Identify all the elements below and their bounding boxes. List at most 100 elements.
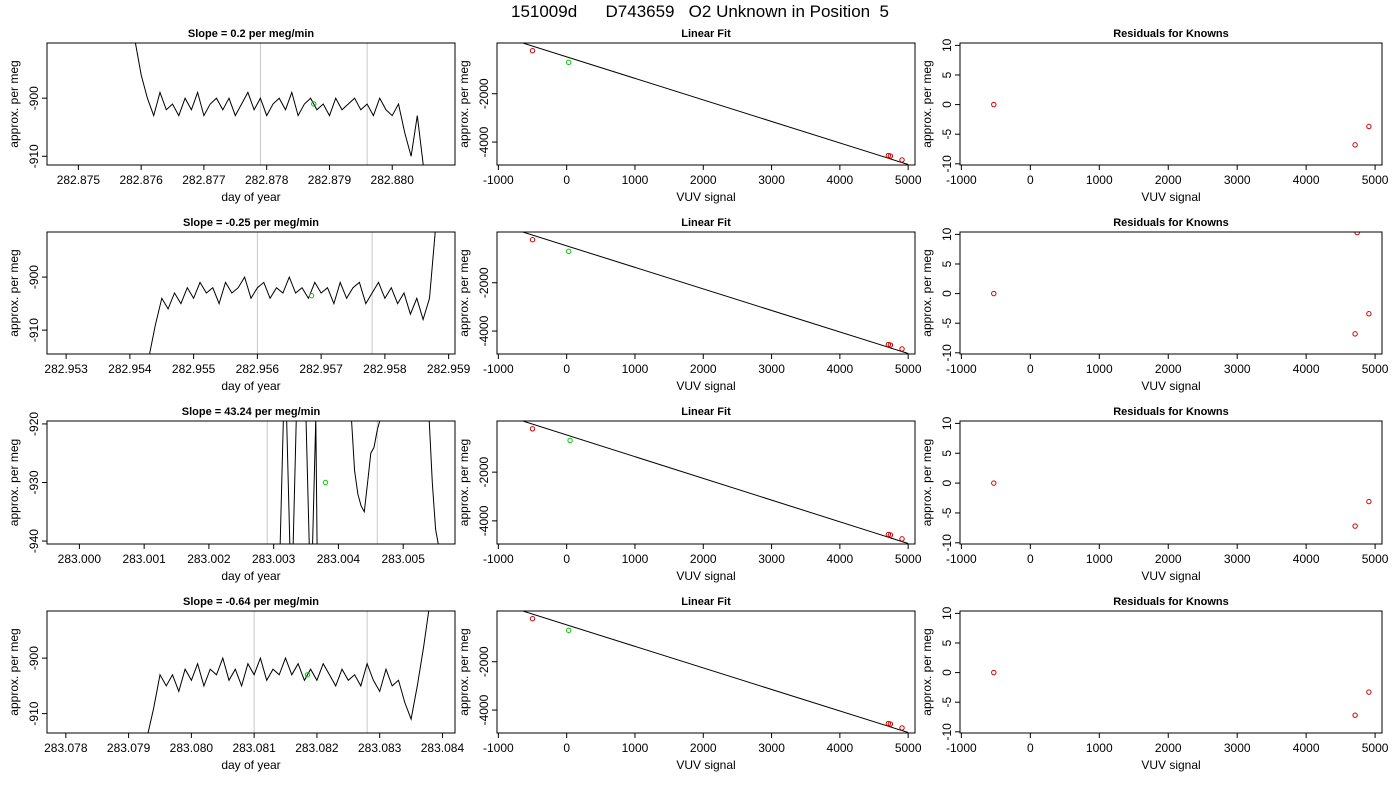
x-tick-label: 3000 bbox=[758, 362, 785, 376]
x-tick-label: 0 bbox=[563, 173, 570, 187]
data-point bbox=[311, 101, 317, 107]
plot-frame bbox=[496, 231, 916, 355]
x-tick-label: 3000 bbox=[758, 552, 785, 566]
y-axis-label: approx. per meg bbox=[920, 60, 934, 147]
x-axis-label: VUV signal bbox=[1141, 190, 1200, 204]
chart-panel: Residuals for Knowns -1000 0 1000 2000 3000 40… bbox=[920, 28, 1389, 204]
y-axis-label: approx. per meg bbox=[7, 249, 21, 336]
x-tick-label: 2000 bbox=[690, 741, 717, 755]
y-tick-label: -4000 bbox=[477, 694, 491, 725]
data-point bbox=[566, 248, 572, 255]
y-tick-label: -2000 bbox=[477, 456, 491, 487]
x-tick-label: 283.082 bbox=[295, 741, 339, 755]
data-point bbox=[322, 479, 329, 486]
y-tick-label: 5 bbox=[940, 260, 954, 267]
y-axis-label: approx. per meg bbox=[457, 628, 471, 715]
x-tick-label: 5000 bbox=[1362, 741, 1389, 755]
x-tick-label: 1000 bbox=[1086, 552, 1113, 566]
x-tick-label: 283.081 bbox=[232, 741, 276, 755]
x-tick-label: 5000 bbox=[895, 741, 922, 755]
x-axis-label: day of year bbox=[221, 379, 280, 393]
x-tick-label: 283.004 bbox=[317, 552, 361, 566]
data-point bbox=[1366, 311, 1372, 317]
y-tick-label: -10 bbox=[940, 155, 954, 173]
y-axis-label: approx. per meg bbox=[920, 628, 934, 715]
y-tick-label: -5 bbox=[940, 697, 954, 708]
x-tick-label: 4000 bbox=[1293, 552, 1320, 566]
plot-frame bbox=[46, 610, 456, 734]
plot-frame bbox=[959, 231, 1383, 355]
chart-title: Linear Fit bbox=[681, 28, 731, 40]
y-tick-label: -900 bbox=[27, 646, 41, 670]
chart-title: Slope = 43.24 per meg/min bbox=[182, 406, 321, 418]
chart-title: Residuals for Knowns bbox=[1113, 596, 1229, 608]
data-point bbox=[991, 101, 997, 108]
data-point bbox=[1352, 712, 1358, 718]
chart-panel: Linear Fit -1000 0 1000 2000 3000 4000 5000 -200… bbox=[457, 28, 922, 204]
x-tick-label: 5000 bbox=[895, 362, 922, 376]
plot-frame bbox=[496, 42, 916, 166]
x-tick-label: 282.959 bbox=[427, 362, 471, 376]
x-tick-label: 283.003 bbox=[252, 552, 296, 566]
x-axis-label: VUV signal bbox=[676, 758, 735, 772]
fit-line bbox=[521, 611, 909, 733]
x-tick-label: 282.953 bbox=[44, 362, 88, 376]
x-axis-label: VUV signal bbox=[676, 190, 735, 204]
plot-frame bbox=[959, 420, 1383, 545]
x-tick-label: 2000 bbox=[1155, 362, 1182, 376]
data-point bbox=[899, 536, 905, 542]
chart-panel: Linear Fit -1000 0 1000 2000 3000 4000 5000 -200… bbox=[457, 406, 922, 583]
x-tick-label: 0 bbox=[1027, 552, 1034, 566]
series-line bbox=[149, 232, 436, 354]
y-tick-label: -910 bbox=[27, 701, 41, 725]
y-axis-label: approx. per meg bbox=[457, 249, 471, 336]
x-tick-label: 282.878 bbox=[245, 173, 289, 187]
x-tick-label: 283.080 bbox=[170, 741, 214, 755]
x-tick-label: 282.958 bbox=[363, 362, 407, 376]
series-line bbox=[428, 421, 439, 544]
y-tick-label: -900 bbox=[27, 86, 41, 110]
plot-frame bbox=[959, 610, 1383, 734]
x-tick-label: 282.956 bbox=[236, 362, 280, 376]
y-axis-label: approx. per meg bbox=[920, 249, 934, 336]
x-tick-label: 1000 bbox=[622, 552, 649, 566]
x-tick-label: -1000 bbox=[483, 173, 514, 187]
x-tick-label: 282.876 bbox=[119, 173, 163, 187]
data-point bbox=[887, 532, 894, 538]
series-line bbox=[351, 421, 381, 514]
data-point bbox=[529, 426, 536, 432]
x-tick-label: 1000 bbox=[1086, 173, 1113, 187]
y-tick-label: -920 bbox=[27, 412, 41, 436]
plot-frame bbox=[496, 610, 916, 734]
plot-frame bbox=[959, 42, 1383, 166]
x-tick-label: -1000 bbox=[483, 362, 514, 376]
data-point bbox=[529, 237, 536, 243]
y-tick-label: -10 bbox=[940, 723, 954, 741]
data-point bbox=[887, 342, 894, 348]
chart-title: Slope = -0.64 per meg/min bbox=[183, 596, 319, 608]
x-tick-label: 1000 bbox=[622, 362, 649, 376]
chart-panel: Slope = -0.25 per meg/min 282.953 282.954 2… bbox=[7, 217, 471, 393]
x-axis-label: day of year bbox=[221, 569, 280, 583]
x-tick-label: 0 bbox=[1027, 173, 1034, 187]
plot-frame bbox=[46, 420, 456, 545]
x-tick-label: 282.880 bbox=[371, 173, 415, 187]
y-axis-label: approx. per meg bbox=[7, 439, 21, 526]
chart-panel: Residuals for Knowns -1000 0 1000 2000 3000 40… bbox=[920, 217, 1389, 393]
x-tick-label: 3000 bbox=[1224, 173, 1251, 187]
x-tick-label: 0 bbox=[563, 362, 570, 376]
x-tick-label: -1000 bbox=[483, 741, 514, 755]
x-tick-label: 5000 bbox=[1362, 173, 1389, 187]
x-axis-label: VUV signal bbox=[676, 569, 735, 583]
chart-panel: Linear Fit -1000 0 1000 2000 3000 4000 5000 -200… bbox=[457, 596, 922, 772]
chart-panel: Residuals for Knowns -1000 0 1000 2000 3000 40… bbox=[920, 406, 1389, 583]
data-point bbox=[529, 616, 536, 622]
x-tick-label: 0 bbox=[563, 741, 570, 755]
y-tick-label: 0 bbox=[940, 290, 954, 297]
data-point bbox=[1366, 498, 1372, 505]
x-tick-label: 4000 bbox=[1293, 362, 1320, 376]
chart-title: Linear Fit bbox=[681, 217, 731, 229]
data-point bbox=[991, 669, 997, 676]
y-tick-label: 0 bbox=[940, 479, 954, 486]
